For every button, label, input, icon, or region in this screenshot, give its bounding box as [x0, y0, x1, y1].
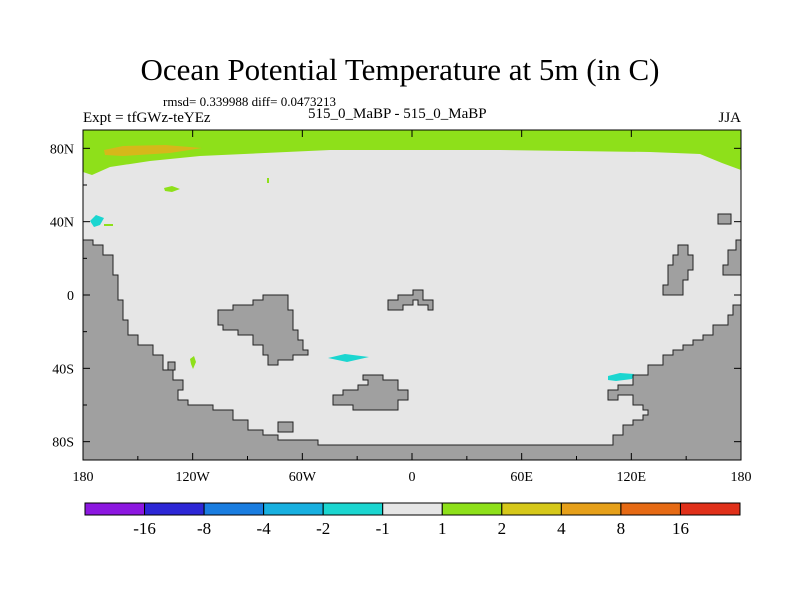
small-arctic-spot [267, 178, 269, 183]
south-pacific-spot [190, 356, 196, 369]
colorbar-label: 16 [672, 519, 689, 538]
colorbar-label: -4 [257, 519, 272, 538]
colorbar-swatch [263, 502, 324, 516]
y-axis: 80N 40N 0 40S 80S [50, 142, 741, 451]
y-tick-label: 80N [50, 142, 74, 157]
map-plot-area [83, 130, 741, 460]
colorbar-swatch [560, 502, 622, 516]
east-indian-cold-spot [608, 373, 634, 381]
land-small-ne-island [717, 213, 732, 225]
colorbar-swatch [501, 502, 562, 516]
land-central-island [387, 289, 434, 311]
stats-label: rmsd= 0.339988 diff= 0.0473213 [163, 94, 336, 109]
case-label: 515_0_MaBP - 515_0_MaBP [308, 106, 487, 122]
season-label: JJA [718, 110, 741, 126]
colorbar-swatch [144, 502, 205, 516]
land-western [83, 239, 741, 460]
y-tick-label: 80S [52, 436, 74, 451]
colorbar-label: 1 [438, 519, 447, 538]
colorbar-swatch [84, 502, 146, 516]
land-small-southern-island [277, 421, 294, 433]
colorbar-label: 4 [557, 519, 566, 538]
colorbar-label: -2 [316, 519, 330, 538]
land-eastern-sliver [662, 244, 694, 296]
colorbar: -16 -8 -4 -2 -1 1 2 4 8 16 [84, 502, 741, 538]
colorbar-swatch [441, 502, 503, 516]
small-green-mark [104, 224, 113, 226]
arctic-band [83, 130, 741, 175]
south-atlantic-cold-spot [328, 354, 369, 362]
x-tick-label: 180 [731, 470, 752, 485]
y-tick-label: 0 [67, 289, 74, 304]
west-pacific-cold-spot [90, 215, 104, 227]
north-pacific-spot [164, 186, 180, 192]
x-tick-label: 60W [289, 470, 317, 485]
land-north-america-west [217, 294, 309, 366]
colorbar-swatch [382, 502, 443, 516]
x-axis: 180 120W 60W 0 60E 120E 180 [73, 130, 752, 485]
x-tick-label: 60E [510, 470, 533, 485]
land-east-edge [722, 239, 741, 276]
colorbar-label: 2 [498, 519, 507, 538]
y-tick-label: 40N [50, 216, 74, 231]
land-southern-island [332, 374, 409, 411]
x-tick-label: 0 [409, 470, 416, 485]
experiment-label: Expt = tfGWz-teYEz [83, 110, 211, 126]
colorbar-label: -8 [197, 519, 211, 538]
land-masses [83, 213, 741, 460]
colorbar-label: -1 [376, 519, 390, 538]
x-tick-label: 180 [73, 470, 94, 485]
chart-title: Ocean Potential Temperature at 5m (in C) [140, 52, 660, 87]
colorbar-label: -16 [133, 519, 156, 538]
arctic-warm-patch [104, 145, 202, 156]
colorbar-swatch [620, 502, 681, 516]
land-small-pacific-island [167, 361, 176, 371]
colorbar-swatch [203, 502, 265, 516]
colorbar-label: 8 [617, 519, 626, 538]
y-tick-label: 40S [52, 362, 74, 377]
colorbar-swatch [322, 502, 384, 516]
x-tick-label: 120W [176, 470, 211, 485]
x-tick-label: 120E [617, 470, 647, 485]
colorbar-swatch [679, 502, 741, 516]
